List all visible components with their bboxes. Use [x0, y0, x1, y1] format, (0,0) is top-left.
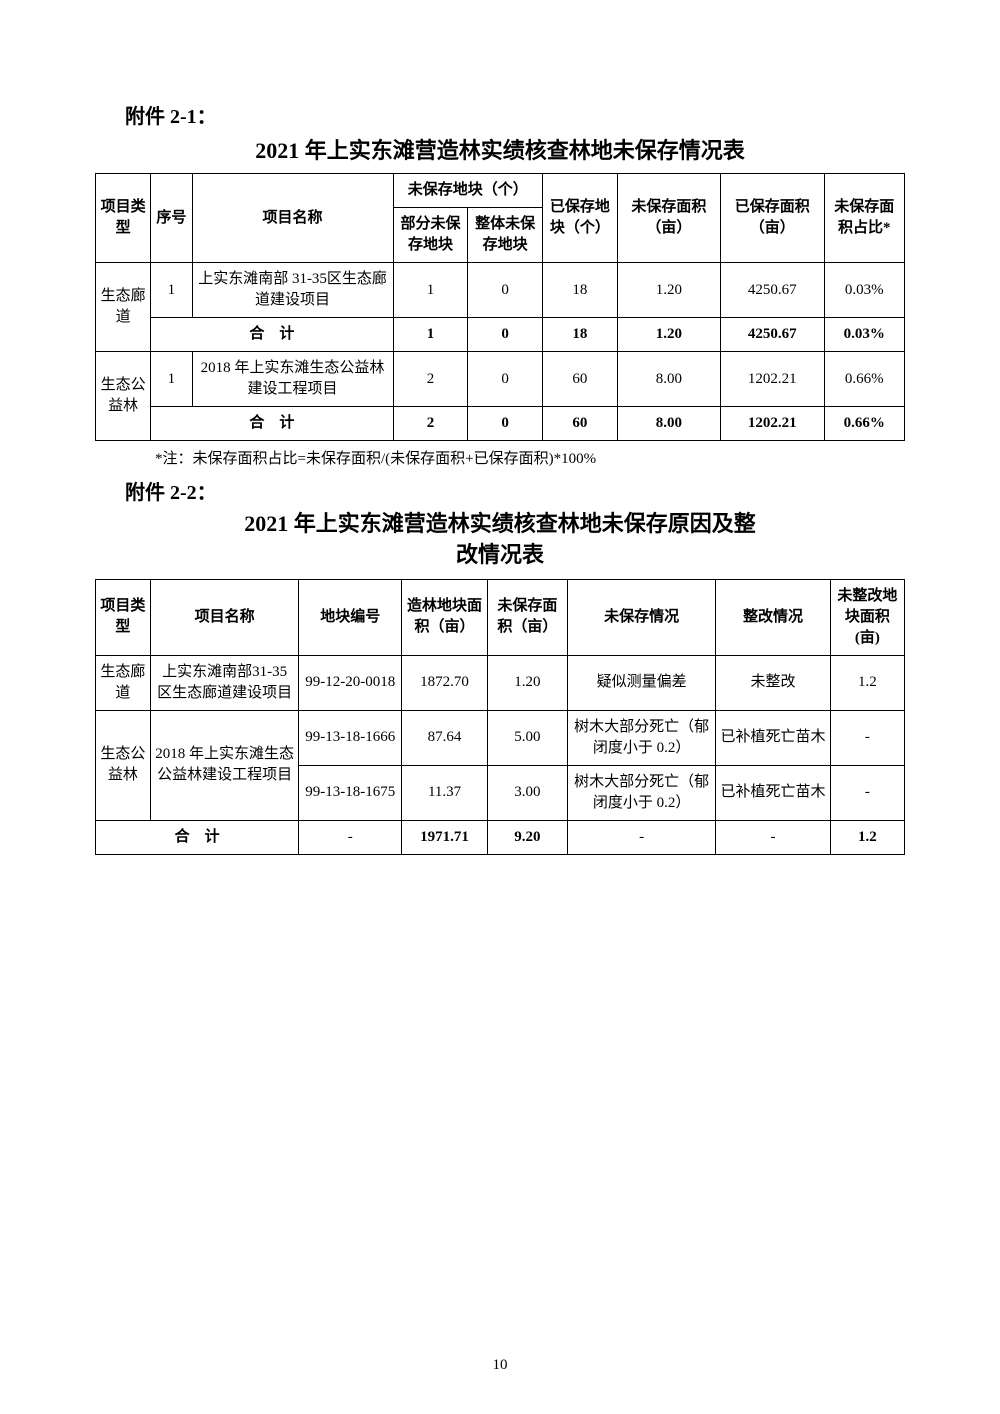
cell-saved-plots: 18	[542, 318, 617, 352]
cell-plot-code: 99-13-18-1666	[299, 710, 402, 765]
cell-total-label: 合 计	[96, 820, 299, 854]
cell-forest-area: 1971.71	[402, 820, 488, 854]
cell-unsaved-area: 9.20	[487, 820, 567, 854]
cell-saved-area: 4250.67	[721, 263, 824, 318]
cell-rectify-status: 已补植死亡苗木	[716, 765, 830, 820]
cell-plot-code: 99-12-20-0018	[299, 655, 402, 710]
cell-partial: 1	[393, 263, 468, 318]
cell-type: 生态公益林	[96, 710, 151, 820]
th-whole: 整体未保存地块	[468, 208, 543, 263]
cell-unrect-area: -	[830, 710, 904, 765]
cell-unrect-area: 1.2	[830, 820, 904, 854]
cell-forest-area: 11.37	[402, 765, 488, 820]
cell-type: 生态公益林	[96, 352, 151, 441]
cell-partial: 2	[393, 407, 468, 441]
cell-project-name: 上实东滩南部 31-35区生态廊道建设项目	[192, 263, 393, 318]
attachment-label-2: 附件 2-2：	[95, 476, 905, 505]
cell-seq: 1	[151, 352, 192, 407]
cell-unsaved-area: 3.00	[487, 765, 567, 820]
title-line2: 改情况表	[456, 542, 544, 567]
table-subtotal-row: 合 计 1 0 18 1.20 4250.67 0.03%	[96, 318, 905, 352]
title-1: 2021 年上实东滩营造林实绩核查林地未保存情况表	[95, 133, 905, 165]
table-total-row: 合 计 - 1971.71 9.20 - - 1.2	[96, 820, 905, 854]
cell-saved-plots: 18	[542, 263, 617, 318]
cell-unsaved-area: 8.00	[617, 352, 720, 407]
table-subtotal-row: 合 计 2 0 60 8.00 1202.21 0.66%	[96, 407, 905, 441]
table-row: 生态廊道 上实东滩南部31-35 区生态廊道建设项目 99-12-20-0018…	[96, 655, 905, 710]
cell-unrect-area: 1.2	[830, 655, 904, 710]
th-forest-area: 造林地块面积（亩）	[402, 579, 488, 655]
cell-seq: 1	[151, 263, 192, 318]
cell-forest-area: 87.64	[402, 710, 488, 765]
th-project-type: 项目类型	[96, 579, 151, 655]
cell-ratio: 0.66%	[824, 407, 904, 441]
cell-unsaved-area: 1.20	[487, 655, 567, 710]
title-line1: 2021 年上实东滩营造林实绩核查林地未保存原因及整	[244, 511, 756, 536]
th-seq: 序号	[151, 174, 192, 263]
cell-unsaved-status: 树木大部分死亡（郁闭度小于 0.2）	[567, 765, 716, 820]
th-project-name: 项目名称	[150, 579, 299, 655]
cell-type: 生态廊道	[96, 263, 151, 352]
th-unsaved-area: 未保存面积（亩）	[617, 174, 720, 263]
cell-type: 生态廊道	[96, 655, 151, 710]
th-plot-code: 地块编号	[299, 579, 402, 655]
cell-unsaved-area: 5.00	[487, 710, 567, 765]
title-2: 2021 年上实东滩营造林实绩核查林地未保存原因及整 改情况表	[95, 509, 905, 571]
cell-unsaved-area: 8.00	[617, 407, 720, 441]
cell-rectify-status: 未整改	[716, 655, 830, 710]
cell-partial: 2	[393, 352, 468, 407]
cell-saved-plots: 60	[542, 407, 617, 441]
cell-project-name: 2018 年上实东滩生态公益林建设工程项目	[150, 710, 299, 820]
cell-project-name: 上实东滩南部31-35 区生态廊道建设项目	[150, 655, 299, 710]
th-project-type: 项目类型	[96, 174, 151, 263]
th-partial: 部分未保存地块	[393, 208, 468, 263]
th-saved-plots: 已保存地块（个）	[542, 174, 617, 263]
th-unsaved-plots: 未保存地块（个）	[393, 174, 542, 208]
th-ratio: 未保存面积占比*	[824, 174, 904, 263]
cell-unsaved-area: 1.20	[617, 318, 720, 352]
cell-whole: 0	[468, 263, 543, 318]
cell-whole: 0	[468, 318, 543, 352]
cell-saved-area: 1202.21	[721, 352, 824, 407]
th-unsaved-area: 未保存面 积（亩）	[487, 579, 567, 655]
cell-whole: 0	[468, 352, 543, 407]
table-2: 项目类型 项目名称 地块编号 造林地块面积（亩） 未保存面 积（亩） 未保存情况…	[95, 579, 905, 855]
cell-saved-plots: 60	[542, 352, 617, 407]
cell-partial: 1	[393, 318, 468, 352]
th-saved-area: 已保存面积（亩）	[721, 174, 824, 263]
table-row: 生态公益林 1 2018 年上实东滩生态公益林建设工程项目 2 0 60 8.0…	[96, 352, 905, 407]
table-row: 生态公益林 2018 年上实东滩生态公益林建设工程项目 99-13-18-166…	[96, 710, 905, 765]
cell-unsaved-status: 树木大部分死亡（郁闭度小于 0.2）	[567, 710, 716, 765]
th-unrect-area: 未整改地块面积(亩)	[830, 579, 904, 655]
cell-subtotal-label: 合 计	[151, 407, 393, 441]
table-row: 生态廊道 1 上实东滩南部 31-35区生态廊道建设项目 1 0 18 1.20…	[96, 263, 905, 318]
table-1: 项目类型 序号 项目名称 未保存地块（个） 已保存地块（个） 未保存面积（亩） …	[95, 173, 905, 441]
th-rectify-status: 整改情况	[716, 579, 830, 655]
cell-whole: 0	[468, 407, 543, 441]
attachment-label-1: 附件 2-1：	[95, 100, 905, 129]
cell-saved-area: 1202.21	[721, 407, 824, 441]
cell-project-name: 2018 年上实东滩生态公益林建设工程项目	[192, 352, 393, 407]
cell-unsaved-status: 疑似测量偏差	[567, 655, 716, 710]
cell-ratio: 0.66%	[824, 352, 904, 407]
table-header-row: 项目类型 序号 项目名称 未保存地块（个） 已保存地块（个） 未保存面积（亩） …	[96, 174, 905, 208]
note-text: *注：未保存面积占比=未保存面积/(未保存面积+已保存面积)*100%	[95, 447, 905, 468]
cell-saved-area: 4250.67	[721, 318, 824, 352]
cell-unrect-area: -	[830, 765, 904, 820]
cell-unsaved-area: 1.20	[617, 263, 720, 318]
page-number: 10	[0, 1357, 1000, 1374]
cell-unsaved-status: -	[567, 820, 716, 854]
cell-subtotal-label: 合 计	[151, 318, 393, 352]
cell-ratio: 0.03%	[824, 318, 904, 352]
cell-plot-code: 99-13-18-1675	[299, 765, 402, 820]
cell-rectify-status: 已补植死亡苗木	[716, 710, 830, 765]
cell-plot-code: -	[299, 820, 402, 854]
th-project-name: 项目名称	[192, 174, 393, 263]
th-unsaved-status: 未保存情况	[567, 579, 716, 655]
cell-forest-area: 1872.70	[402, 655, 488, 710]
table-header-row: 项目类型 项目名称 地块编号 造林地块面积（亩） 未保存面 积（亩） 未保存情况…	[96, 579, 905, 655]
cell-rectify-status: -	[716, 820, 830, 854]
cell-ratio: 0.03%	[824, 263, 904, 318]
